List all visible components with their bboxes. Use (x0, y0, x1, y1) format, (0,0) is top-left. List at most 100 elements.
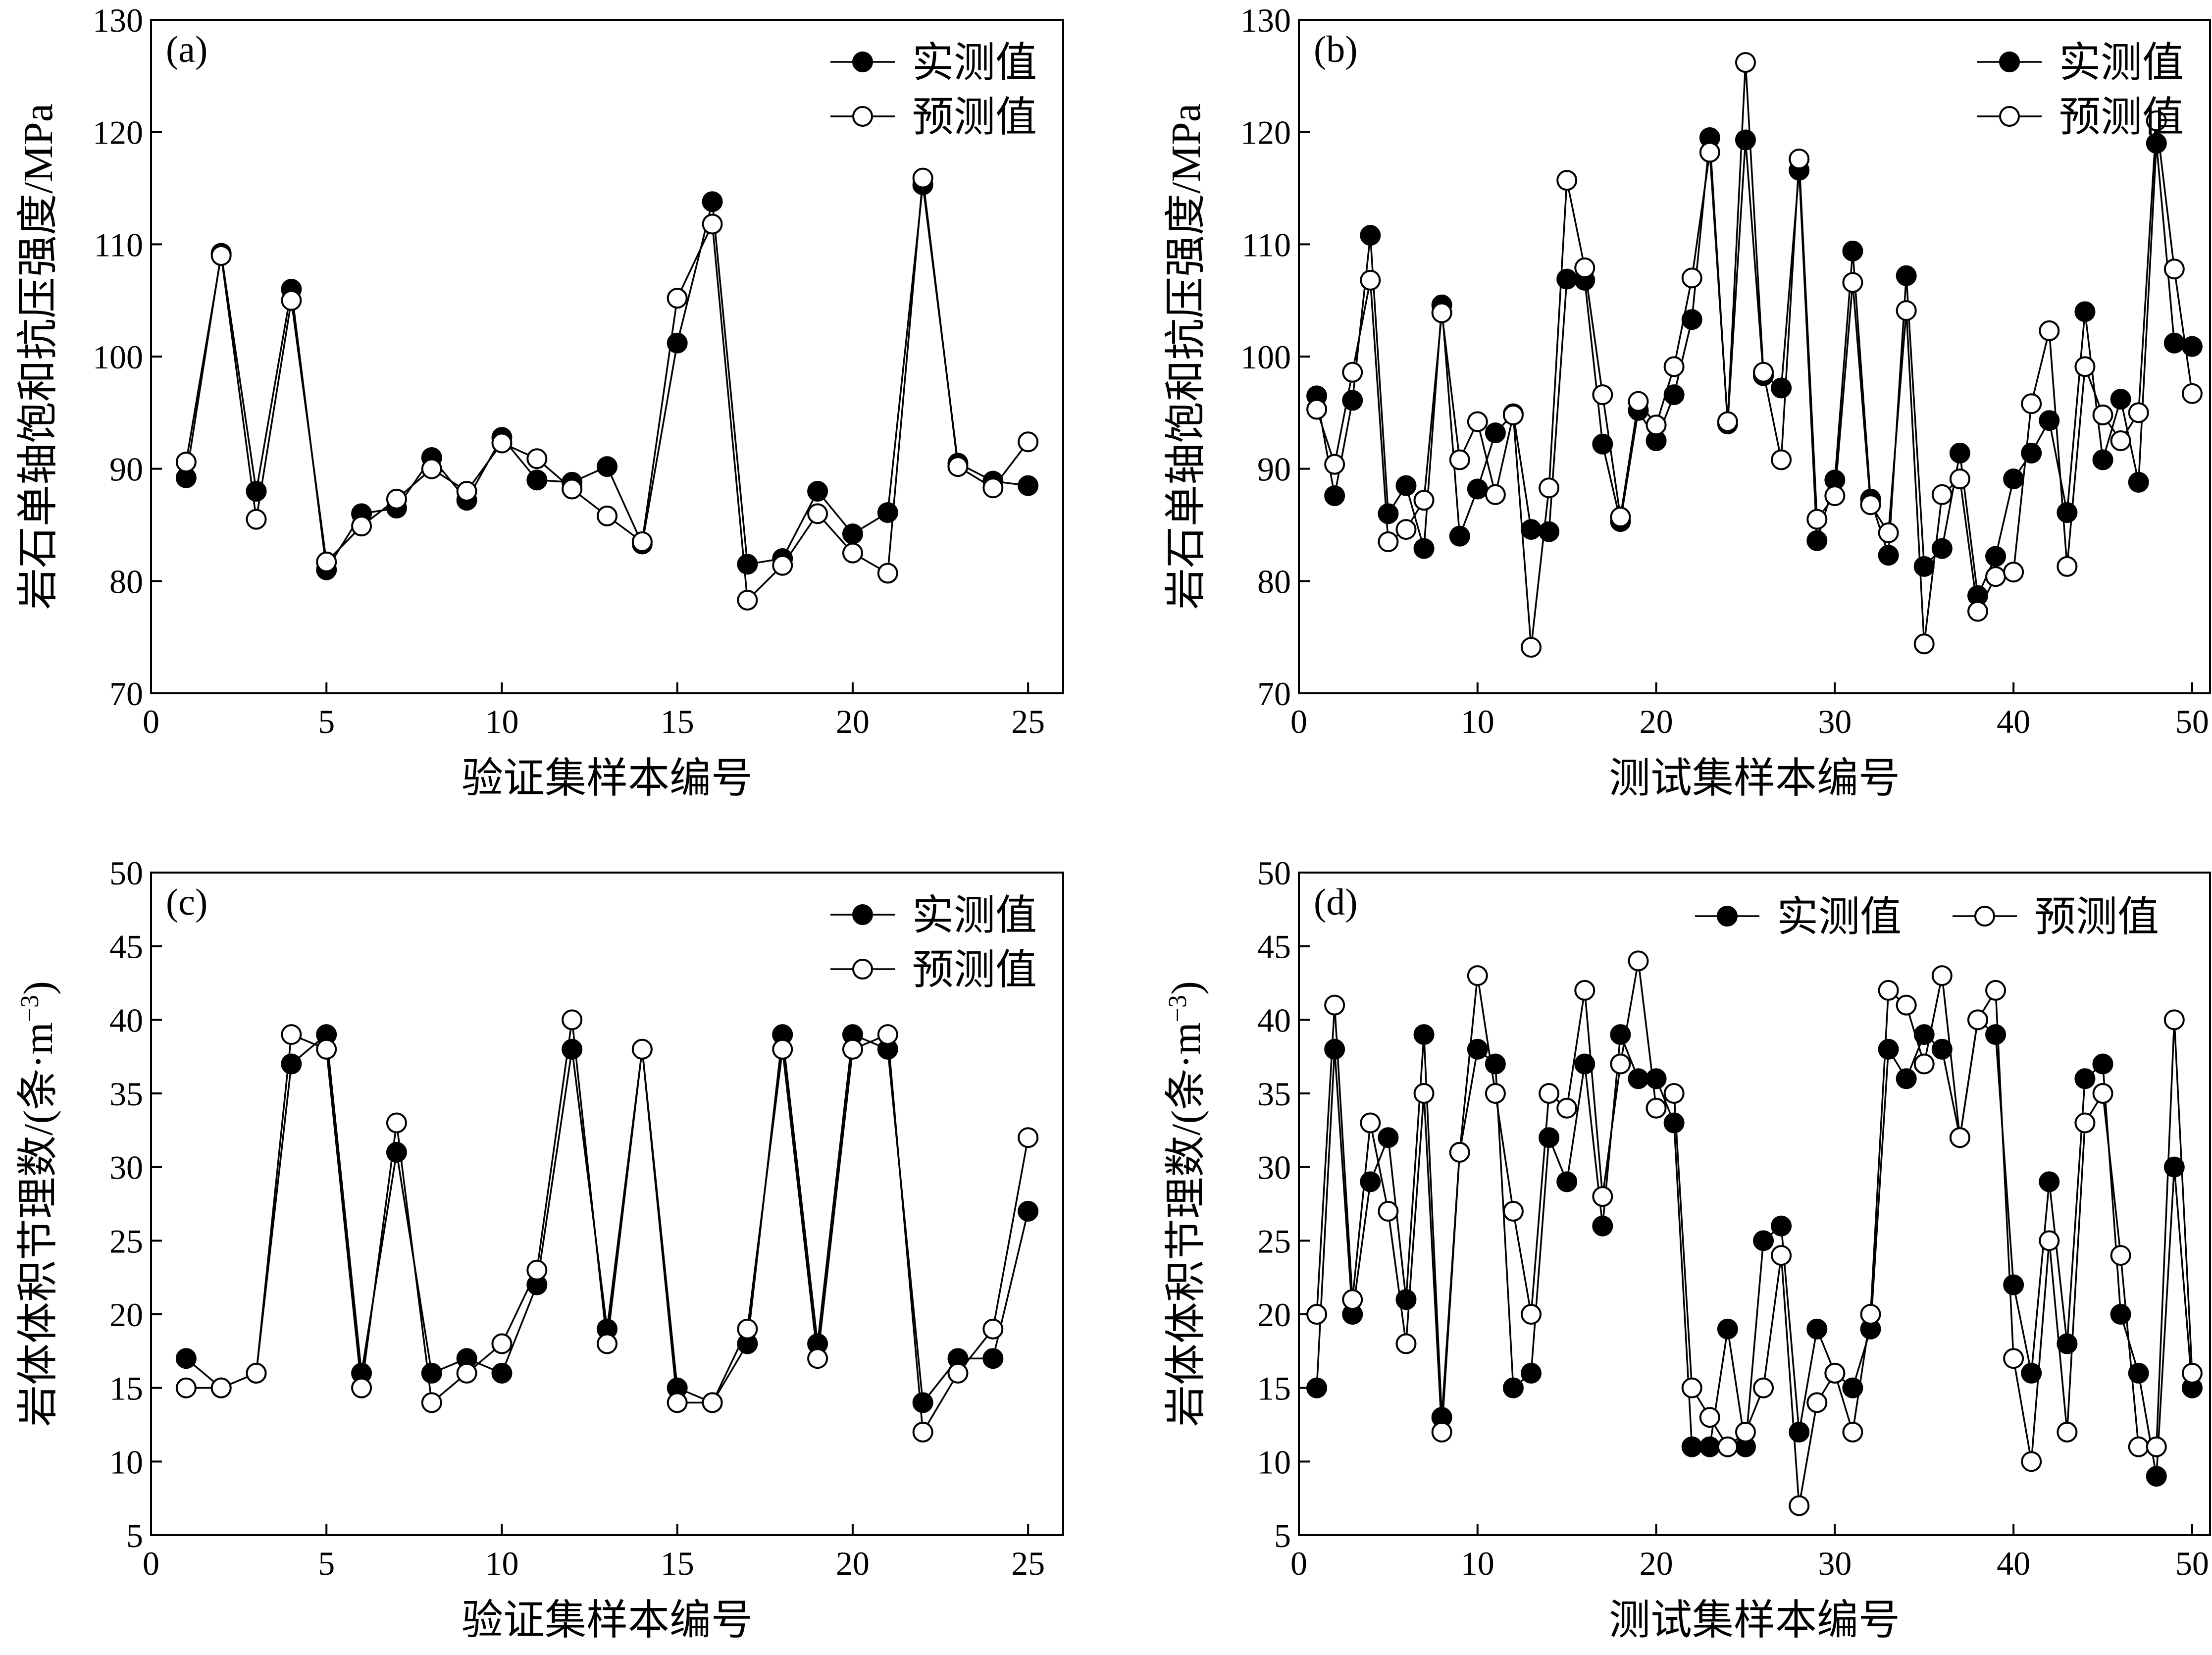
y-tick-label: 80 (109, 563, 143, 600)
y-tick-label: 15 (109, 1370, 143, 1407)
data-point-measured (1378, 503, 1399, 524)
data-point-predicted (1378, 531, 1399, 552)
data-point-measured (2110, 1304, 2131, 1325)
x-tick-label: 0 (1290, 703, 1307, 740)
data-point-predicted (1610, 507, 1631, 528)
data-point-predicted (877, 563, 898, 584)
data-point-measured (1467, 1038, 1488, 1060)
data-point-measured (1018, 475, 1039, 496)
data-point-predicted (1878, 522, 1899, 543)
data-point-predicted (2163, 259, 2185, 280)
y-tick-label: 5 (126, 1517, 143, 1554)
y-axis-title-close: ) (1163, 981, 1209, 995)
data-point-predicted (1306, 399, 1328, 420)
data-point-measured (1878, 545, 1899, 566)
data-point-predicted (491, 1333, 513, 1354)
data-point-predicted (1502, 1200, 1524, 1222)
data-point-measured (1789, 1421, 1810, 1443)
data-point-predicted (877, 1024, 898, 1045)
x-tick-label: 10 (485, 1545, 518, 1582)
data-point-measured (281, 1053, 302, 1075)
data-point-predicted (1018, 1127, 1039, 1148)
data-point-measured (2128, 471, 2149, 493)
data-point-predicted (1789, 1495, 1810, 1516)
legend-label: 实测值 (912, 40, 1037, 86)
legend-marker (1717, 906, 1738, 927)
data-point-measured (386, 1141, 407, 1163)
y-axis-title: 岩体体积节理数/(条·m−3) (15, 981, 61, 1427)
data-point-predicted (351, 516, 372, 537)
plot-frame (1298, 872, 2211, 1536)
data-point-measured (1646, 1068, 1667, 1089)
data-point-measured (246, 481, 267, 502)
data-point-measured (1771, 377, 1792, 399)
x-tick-label: 20 (1640, 1545, 1673, 1582)
data-point-predicted (772, 555, 793, 576)
data-point-measured (2110, 389, 2131, 410)
data-point-measured (842, 523, 863, 545)
data-point-predicted (1967, 601, 1988, 622)
data-point-predicted (842, 1038, 863, 1060)
data-point-predicted (1360, 1112, 1381, 1134)
x-tick-label: 5 (318, 1545, 335, 1582)
data-point-predicted (1485, 484, 1506, 505)
data-point-predicted (1681, 1377, 1702, 1398)
data-point-predicted (702, 1392, 723, 1413)
data-point-measured (1342, 390, 1363, 411)
data-point-measured (2092, 449, 2113, 470)
data-point-predicted (1931, 965, 1953, 986)
data-point-measured (877, 502, 898, 523)
data-point-predicted (526, 448, 548, 469)
legend-label: 预测值 (2034, 894, 2159, 940)
data-point-predicted (1985, 566, 2006, 587)
x-tick-label: 10 (485, 703, 518, 740)
data-point-predicted (456, 1362, 477, 1384)
y-axis-title: 岩石单轴饱和抗压强度/MPa (15, 103, 61, 610)
y-tick-label: 35 (109, 1075, 143, 1113)
x-tick-label: 10 (1461, 703, 1494, 740)
data-point-measured (2003, 468, 2024, 490)
data-point-measured (1663, 384, 1685, 406)
data-point-predicted (1896, 300, 1917, 321)
data-point-predicted (1753, 1377, 1774, 1398)
y-tick-label: 120 (1240, 114, 1291, 152)
data-point-predicted (526, 1259, 548, 1281)
x-tick-label: 0 (143, 703, 159, 740)
data-point-predicted (1842, 272, 1863, 293)
data-point-measured (1681, 309, 1702, 330)
data-point-predicted (1663, 1083, 1685, 1104)
x-tick-label: 40 (1997, 703, 2030, 740)
y-tick-label: 100 (1240, 338, 1291, 376)
data-point-measured (2128, 1362, 2149, 1384)
data-point-predicted (1521, 1304, 1542, 1325)
data-point-predicted (1860, 494, 1881, 516)
panel-label: (d) (1314, 881, 1358, 923)
chart-panel-b: 0 10 20 30 40 50 70 80 90 100 110 120 130 测试集样本编号 岩石单轴… (1163, 1, 2211, 802)
data-point-predicted (421, 1392, 442, 1413)
y-axis-title-main: 岩体体积节理数/(条·m (1163, 1022, 1209, 1427)
data-point-measured (1485, 1053, 1506, 1075)
data-point-predicted (1574, 980, 1595, 1001)
data-point-predicted (1949, 468, 1970, 490)
y-tick-label: 10 (1257, 1443, 1291, 1481)
x-tick-label: 20 (836, 1545, 870, 1582)
y-tick-label: 40 (109, 1001, 143, 1039)
x-tick-label: 25 (1011, 1545, 1045, 1582)
data-point-measured (1878, 1038, 1899, 1060)
data-point-predicted (2110, 430, 2131, 451)
y-tick-label: 15 (1257, 1370, 1291, 1407)
x-axis-title: 测试集样本编号 (1609, 756, 1900, 802)
data-point-measured (1985, 1024, 2006, 1045)
y-tick-label: 70 (109, 675, 143, 713)
panel-label: (a) (166, 29, 207, 70)
data-point-predicted (246, 1362, 267, 1384)
data-point-predicted (1413, 490, 1435, 511)
data-point-measured (1913, 1024, 1935, 1045)
data-point-predicted (2057, 1421, 2078, 1443)
data-point-predicted (1735, 52, 1756, 73)
data-point-predicted (1735, 1421, 1756, 1443)
data-point-measured (1842, 240, 1863, 261)
data-point-predicted (807, 503, 828, 524)
